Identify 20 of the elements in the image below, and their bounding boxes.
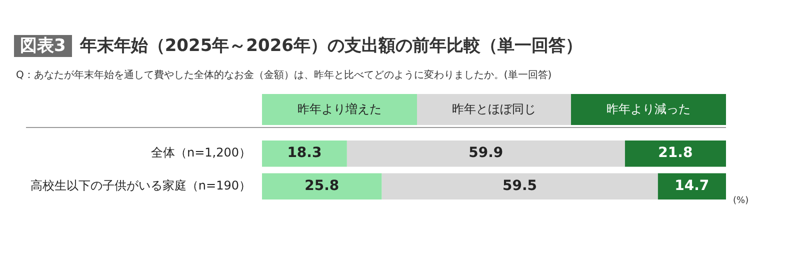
data-label: 21.8 (658, 145, 693, 162)
text: 昨年とほぼ同じ (416, 94, 572, 125)
bar (262, 140, 347, 167)
data-label: 59.9 (468, 145, 504, 162)
bar (346, 140, 625, 167)
data-label: 25.8 (304, 178, 340, 194)
bar (382, 173, 658, 200)
bar (658, 173, 726, 200)
data-label: 14.7 (674, 178, 710, 194)
y-tick-label: 高校生以下の子供がいる家庭（n=190） (30, 178, 251, 193)
data-label: 59.5 (502, 178, 538, 194)
text: 昨年より増えた (262, 94, 417, 125)
text: (%) (733, 196, 749, 206)
bar (624, 140, 726, 167)
y-tick-label: 全体（n=1,200） (150, 146, 251, 160)
text: 昨年より減った (571, 94, 726, 125)
bar (262, 173, 382, 200)
chart-title: 図表3 年末年始（2025年～2026年）の支出額の前年比較（単一回答） (19, 35, 582, 57)
chart-subtitle: Q：あなたが年末年始を通して費やした全体的なお金（金額）は、昨年と比べてどのように変わりましたか。(単一回答) (16, 68, 552, 82)
data-label: 18.3 (287, 145, 322, 162)
